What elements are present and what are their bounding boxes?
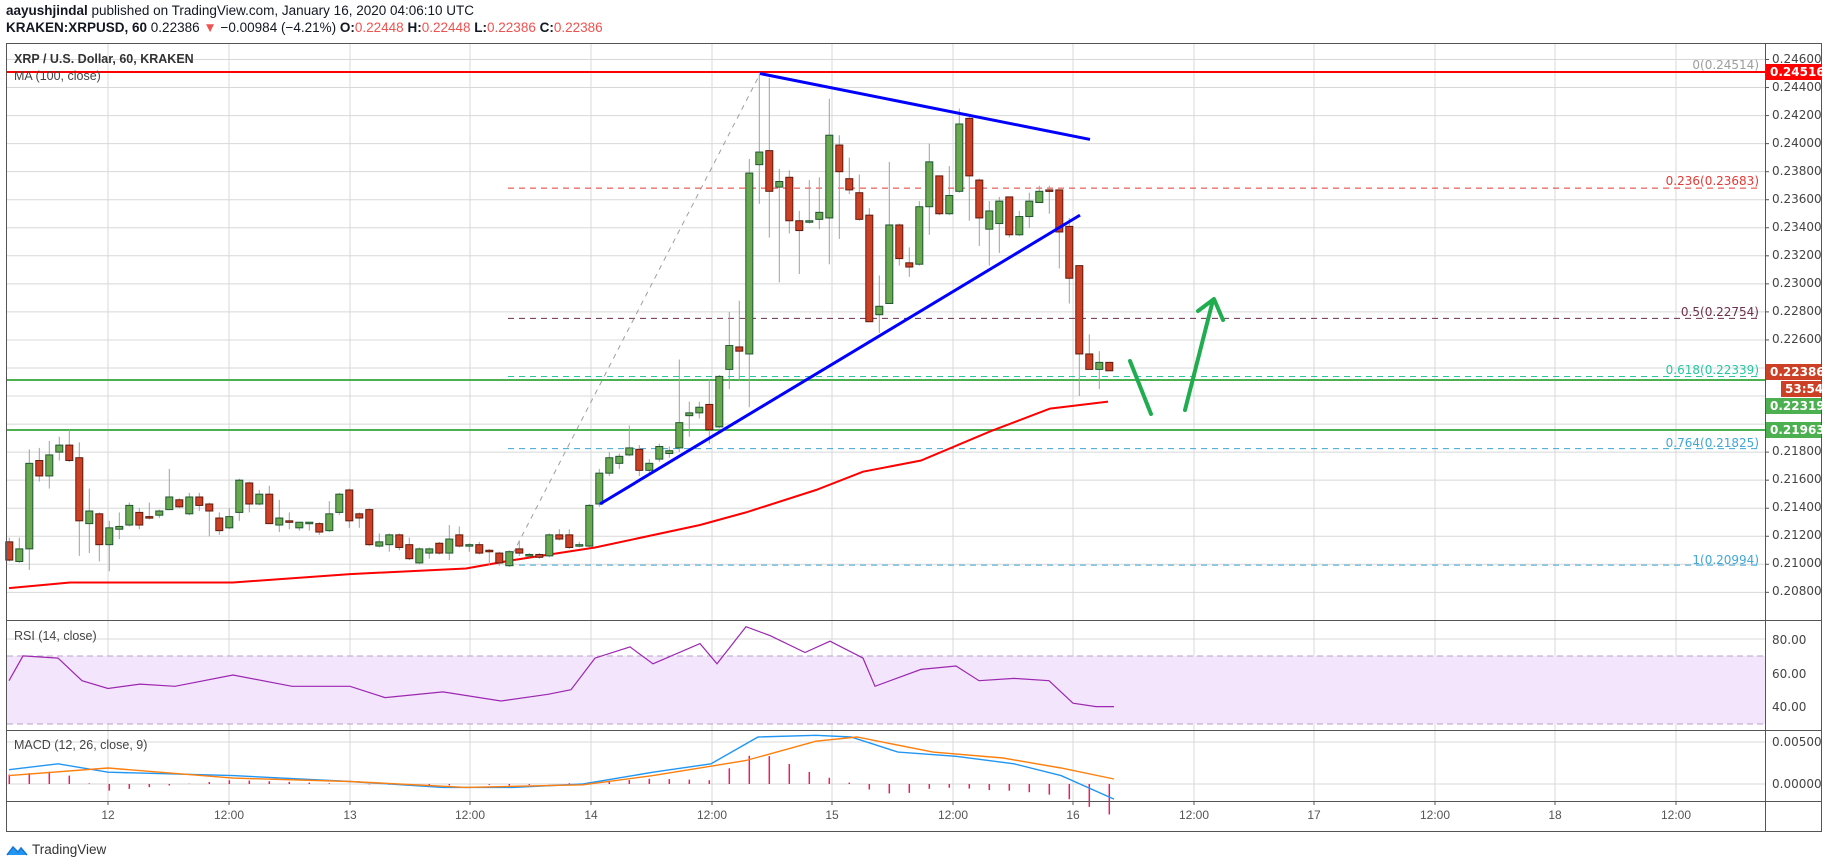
tradingview-logo-icon (6, 845, 28, 855)
time-tick: 13 (343, 808, 357, 822)
last-price-tag: 0.22386 (1766, 364, 1825, 380)
price-tick: 0.23400 (1772, 219, 1822, 234)
price-tick: 0.22600 (1772, 331, 1822, 346)
time-tick: 12:00 (454, 808, 486, 822)
fib-label-0618: 0.618(0.22339) (1665, 363, 1759, 377)
close-value: 0.22386 (553, 20, 603, 35)
published-text: published on TradingView.com, January 16… (87, 3, 475, 18)
rsi-band (7, 656, 1765, 724)
price-tick: 0.21000 (1772, 556, 1822, 571)
rsi-line (8, 625, 1114, 708)
low-label: L: (474, 20, 488, 35)
descending-trendline[interactable] (759, 72, 1091, 141)
rsi-tick-60: 60.00 (1772, 667, 1807, 681)
pane-borders (6, 43, 1822, 832)
time-tick: 12:00 (1178, 808, 1210, 822)
tradingview-logo[interactable]: TradingView (6, 842, 106, 857)
tradingview-brand: TradingView (32, 842, 107, 857)
price-tick: 0.22800 (1772, 303, 1822, 318)
ascending-trendline[interactable] (599, 213, 1081, 506)
time-tick: 17 (1307, 808, 1321, 822)
fib-label-0: 0(0.24514) (1692, 58, 1759, 72)
rsi-tick-40: 40.00 (1772, 700, 1807, 714)
price-tick: 0.23000 (1772, 275, 1822, 290)
support-price-tag: 0.21963 (1766, 422, 1825, 438)
green-arrow-up-icon (1183, 297, 1225, 412)
time-tick: 12:00 (213, 808, 245, 822)
time-tick: 12 (101, 808, 115, 822)
down-arrow-icon: ▼ (203, 20, 217, 35)
green-arrow-down-icon (1128, 359, 1153, 416)
price-change: −0.00984 (−4.21%) (220, 20, 337, 35)
symbol-info: KRAKEN:XRPUSD, 60 0.22386 ▼ −0.00984 (−4… (6, 20, 603, 35)
price-tick: 0.23800 (1772, 163, 1822, 178)
ma-price-tag: 0.22319 (1766, 398, 1825, 414)
fib-retracement[interactable] (508, 71, 1761, 566)
fib-label-0236: 0.236(0.23683) (1665, 174, 1759, 188)
resistance-price-tag: 0.24516 (1766, 64, 1825, 80)
price-tick: 0.20800 (1772, 584, 1822, 599)
price-tick: 0.23600 (1772, 191, 1822, 206)
fib-label-0764: 0.764(0.21825) (1665, 436, 1759, 450)
high-label: H: (407, 20, 422, 35)
price-tick: 0.24000 (1772, 135, 1822, 150)
axis-ticks (107, 59, 1769, 805)
ma-100-line (8, 400, 1109, 590)
price-tick: 0.23200 (1772, 247, 1822, 262)
symbol-label: KRAKEN:XRPUSD, 60 (6, 20, 148, 35)
macd-indicator-title[interactable]: MACD (12, 26, close, 9) (14, 738, 148, 752)
time-tick: 18 (1548, 808, 1562, 822)
price-tick: 0.21600 (1772, 472, 1822, 487)
macd-tick-0: 0.00000 (1772, 777, 1822, 791)
time-tick: 14 (584, 808, 598, 822)
open-label: O: (339, 20, 355, 35)
open-value: 0.22448 (354, 20, 404, 35)
ma-indicator-title[interactable]: MA (100, close) (14, 69, 101, 83)
price-tick: 0.21800 (1772, 444, 1822, 459)
time-tick: 12:00 (937, 808, 969, 822)
time-tick: 12:00 (1419, 808, 1451, 822)
price-tick: 0.24200 (1772, 107, 1822, 122)
time-tick: 12:00 (1660, 808, 1692, 822)
price-tick: 0.21200 (1772, 528, 1822, 543)
time-tick: 16 (1066, 808, 1080, 822)
fib-diagonal (507, 73, 761, 564)
publish-info: aayushjindal published on TradingView.co… (6, 3, 474, 18)
close-label: C: (539, 20, 554, 35)
signal-line (8, 736, 1115, 789)
main-pane-title: XRP / U.S. Dollar, 60, KRAKEN (14, 52, 194, 66)
fib-label-05: 0.5(0.22754) (1680, 305, 1759, 319)
rsi-indicator-title[interactable]: RSI (14, close) (14, 629, 97, 643)
price-tick: 0.24600 (1772, 51, 1822, 66)
author-name[interactable]: aayushjindal (6, 3, 88, 18)
high-value: 0.22448 (421, 20, 471, 35)
rsi-tick-80: 80.00 (1772, 633, 1807, 647)
macd-line (8, 734, 1115, 800)
price-tick: 0.21400 (1772, 500, 1822, 515)
price-tick: 0.24400 (1772, 79, 1822, 94)
last-price: 0.22386 (150, 20, 200, 35)
countdown-tag: 53:54 (1781, 381, 1823, 397)
fib-label-1: 1(0.20994) (1692, 553, 1759, 567)
time-tick: 12:00 (696, 808, 728, 822)
low-value: 0.22386 (487, 20, 536, 35)
candlesticks (5, 73, 1114, 572)
time-tick: 15 (825, 808, 839, 822)
macd-tick-0005: 0.00500 (1772, 735, 1822, 749)
